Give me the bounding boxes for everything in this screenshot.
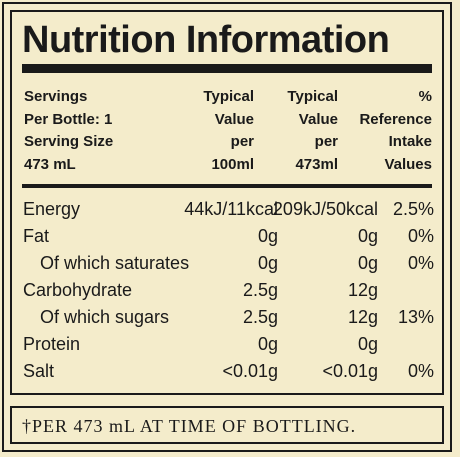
- nutrient-table: Energy 44kJ/11kcal 209kJ/50kcal 2.5% Fat…: [22, 196, 434, 385]
- nutrient-name: Of which sugars: [40, 307, 170, 327]
- footnote-box: [10, 406, 444, 444]
- reference-intake-percent: 13%: [397, 307, 434, 327]
- nutrient-name: Fat: [23, 226, 50, 246]
- nutrient-name: Protein: [23, 334, 81, 354]
- value-per-473ml: 12g: [347, 280, 378, 300]
- label-outer-border: [2, 2, 452, 452]
- footnote-text: †PER 473 mL AT TIME OF BOTTLING.: [22, 416, 357, 436]
- value-per-100ml: <0.01g: [222, 361, 278, 381]
- value-per-473ml: 0g: [357, 253, 378, 273]
- value-per-100ml: 2.5g: [242, 307, 278, 327]
- value-per-100ml: 0g: [257, 226, 278, 246]
- header-typical-100ml: Typical Value per 100ml: [203, 88, 254, 173]
- nutrient-row-saturates: Of which saturates 0g 0g 0%: [22, 250, 434, 277]
- reference-intake-percent: 0%: [407, 253, 434, 273]
- value-per-473ml: 209kJ/50kcal: [272, 199, 378, 219]
- header-typical-473ml: Typical Value per 473ml: [287, 88, 338, 173]
- value-per-100ml: 0g: [257, 253, 278, 273]
- nutrient-row-salt: Salt <0.01g <0.01g 0%: [22, 358, 434, 385]
- value-per-473ml: <0.01g: [322, 361, 378, 381]
- nutrient-name: Of which saturates: [40, 253, 190, 273]
- nutrient-row-carbohydrate: Carbohydrate 2.5g 12g: [22, 277, 434, 304]
- nutrition-title: Nutrition Information: [22, 19, 390, 61]
- value-per-473ml: 0g: [357, 226, 378, 246]
- nutrient-row-energy: Energy 44kJ/11kcal 209kJ/50kcal 2.5%: [22, 196, 434, 223]
- nutrition-panel: [10, 10, 444, 395]
- title-rule: [22, 64, 432, 73]
- nutrient-row-protein: Protein 0g 0g: [22, 331, 434, 358]
- nutrient-row-sugars: Of which sugars 2.5g 12g 13%: [22, 304, 434, 331]
- reference-intake-percent: 2.5%: [392, 199, 434, 219]
- value-per-473ml: 0g: [357, 334, 378, 354]
- header-reference-intake: % Reference Intake Values: [359, 88, 432, 173]
- nutrient-name: Salt: [23, 361, 55, 381]
- reference-intake-percent: 0%: [407, 226, 434, 246]
- value-per-100ml: 2.5g: [242, 280, 278, 300]
- nutrient-name: Energy: [23, 199, 81, 219]
- header-rule: [22, 184, 432, 188]
- header-servings: Servings Per Bottle: 1 Serving Size 473 …: [24, 88, 114, 173]
- value-per-100ml: 44kJ/11kcal: [184, 199, 278, 219]
- value-per-473ml: 12g: [347, 307, 378, 327]
- nutrient-name: Carbohydrate: [23, 280, 133, 300]
- nutrient-row-fat: Fat 0g 0g 0%: [22, 223, 434, 250]
- value-per-100ml: 0g: [257, 334, 278, 354]
- reference-intake-percent: 0%: [407, 361, 434, 381]
